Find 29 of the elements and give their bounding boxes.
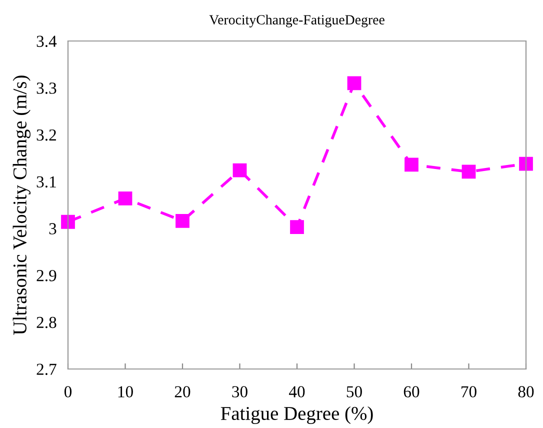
point	[347, 76, 362, 90]
y-tick-label: 2.7	[36, 364, 56, 376]
point	[462, 164, 476, 179]
x-axis-title: Fatigue Degree (%)	[220, 406, 373, 424]
point	[176, 214, 190, 228]
y-tick-label: 2.9	[36, 270, 56, 282]
y-tick-label: 2.8	[36, 316, 56, 328]
y-tick-label: 3.2	[36, 129, 56, 141]
x-tick-label: 40	[288, 386, 305, 398]
y-tick-label: 3.4	[36, 36, 57, 48]
point	[404, 158, 418, 172]
x-tick-label: 60	[404, 386, 420, 398]
point	[118, 191, 132, 206]
x-tick-label: 0	[64, 386, 72, 398]
x-tick-label: 30	[232, 386, 248, 398]
x-tick-label: 10	[118, 386, 133, 398]
y-axis-title: Ultrasonic Velocity Change (m/s)	[12, 76, 30, 335]
point	[232, 163, 247, 178]
y-tick-label: 3.1	[36, 176, 56, 188]
x-tick-label: 50	[346, 386, 362, 398]
point	[61, 214, 75, 229]
x-tick-label: 80	[518, 386, 534, 398]
y-tick-label: 3	[49, 223, 56, 234]
chart-title: VerocityChange-FatigueDegree	[209, 14, 384, 28]
x-tick-label: 70	[462, 386, 476, 398]
y-tick-label: 3.3	[36, 82, 56, 94]
x-tick-label: 20	[174, 386, 190, 398]
point	[519, 156, 533, 171]
point	[290, 220, 304, 234]
